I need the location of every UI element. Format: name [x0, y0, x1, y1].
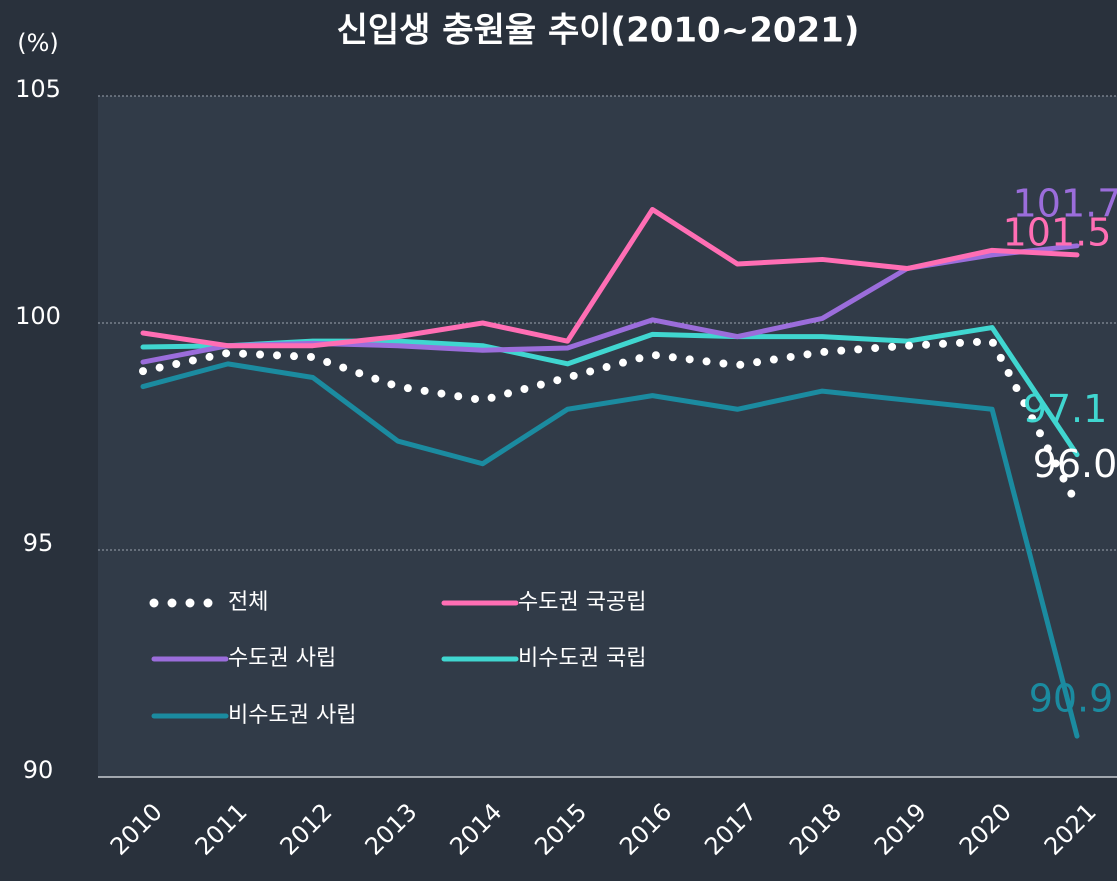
- legend-label: 수도권 사립: [228, 646, 336, 671]
- legend-label: 비수도권 국립: [518, 646, 646, 671]
- data-label: 101.7: [1013, 181, 1117, 225]
- legend-label: 수도권 국공립: [518, 590, 646, 615]
- legend-label: 전체: [228, 590, 268, 615]
- data-label: 90.9: [1029, 677, 1114, 721]
- y-tick-label: 95: [23, 529, 54, 557]
- y-tick-label: 100: [15, 302, 61, 330]
- data-label: 101.5: [1003, 210, 1112, 254]
- y-tick-label: 90: [23, 756, 54, 784]
- chart-title: 신입생 충원율 추이(2010~2021): [337, 11, 860, 51]
- legend-label: 비수도권 사립: [228, 703, 356, 728]
- line-series: [139, 337, 1081, 509]
- data-label: 96.0: [1033, 442, 1117, 486]
- plot-area: [98, 96, 1117, 777]
- line-series: [140, 361, 1080, 739]
- line-series: [140, 207, 1080, 349]
- data-label: 97.1: [1023, 387, 1108, 431]
- y-tick-label: 105: [15, 75, 61, 103]
- y-axis-label: (%): [17, 29, 59, 57]
